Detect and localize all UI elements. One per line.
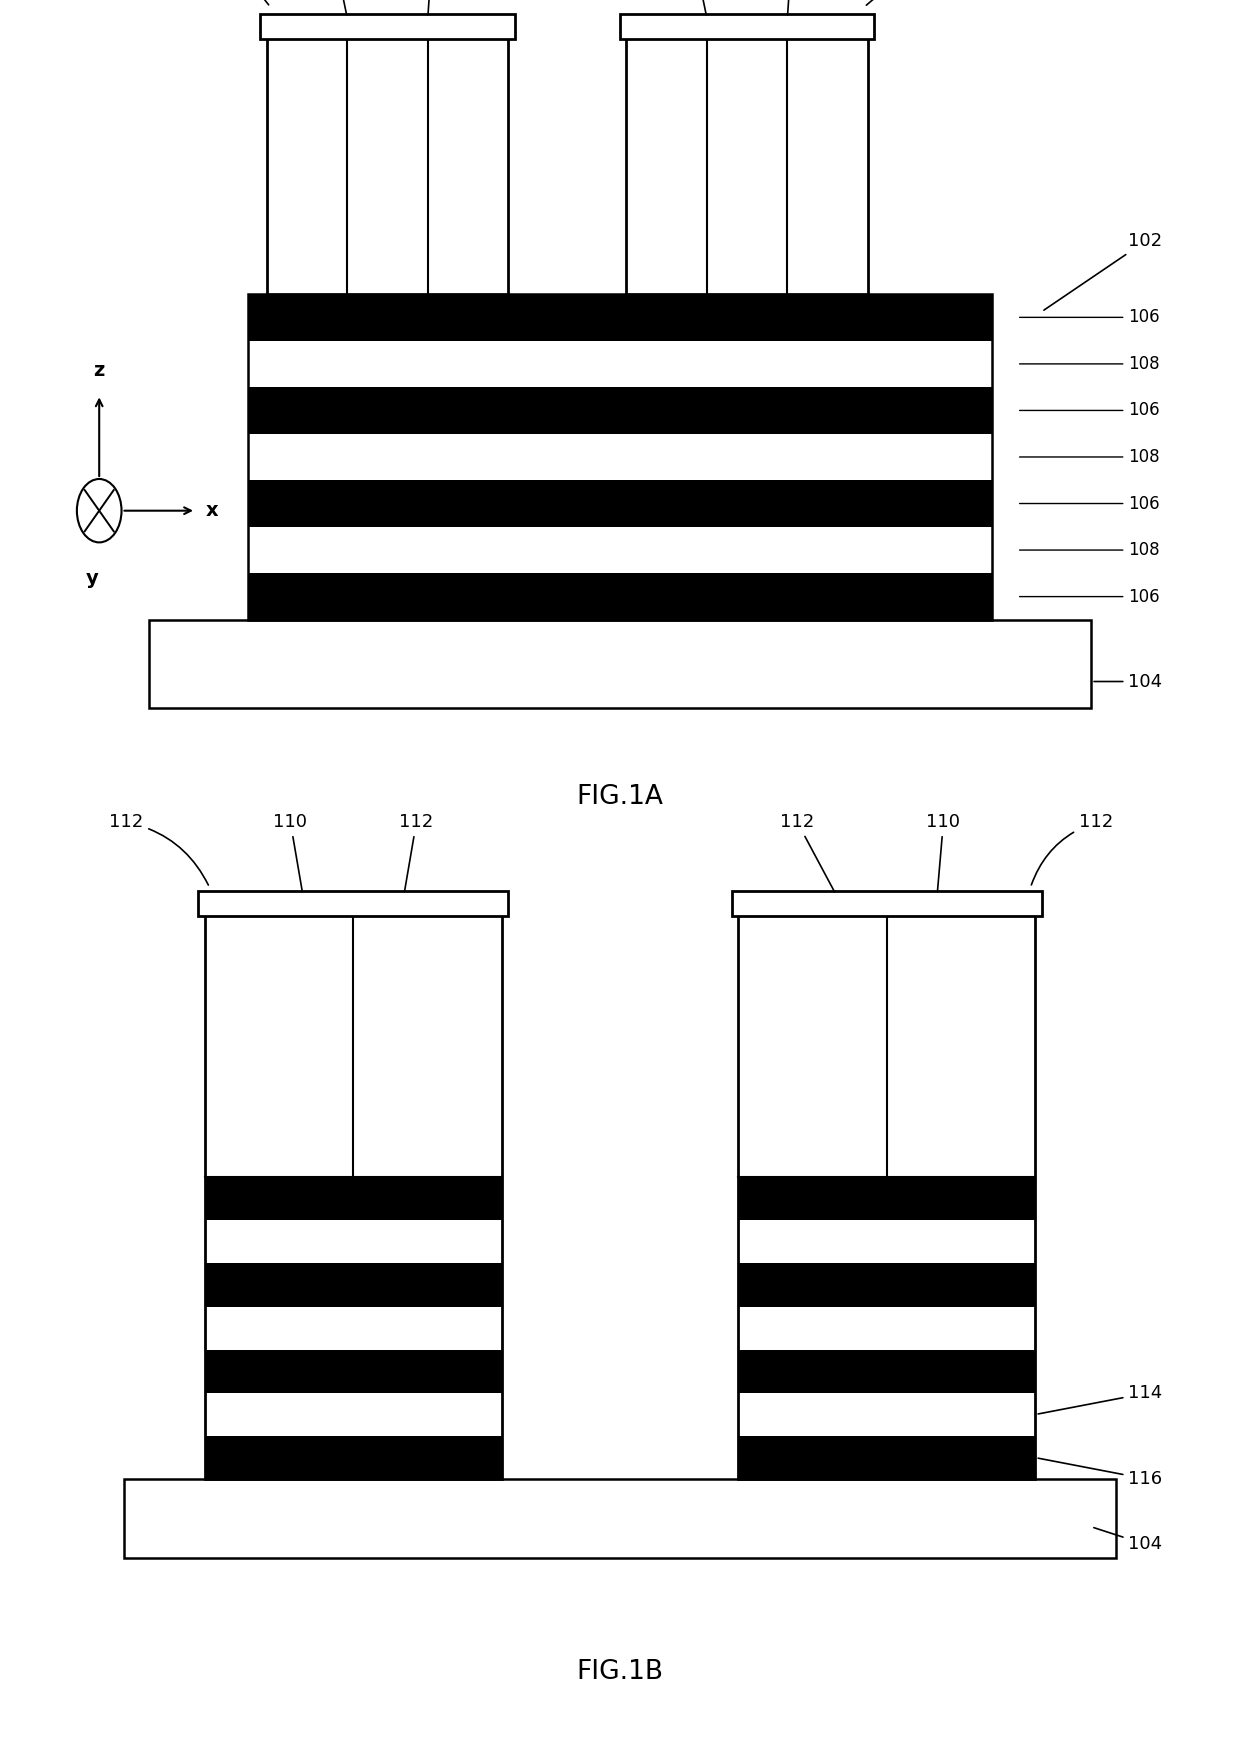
Bar <box>738 1435 1035 1479</box>
Text: 106: 106 <box>1019 495 1161 512</box>
Bar <box>248 340 992 387</box>
Text: 112: 112 <box>109 814 208 886</box>
Bar <box>248 387 992 433</box>
Text: 110: 110 <box>311 0 347 14</box>
Bar <box>149 620 1091 708</box>
Text: 106: 106 <box>1019 588 1161 606</box>
Text: 106: 106 <box>1019 402 1161 419</box>
Text: y: y <box>86 569 99 588</box>
Bar <box>205 1435 502 1479</box>
Bar <box>205 1176 502 1220</box>
Text: 106: 106 <box>1019 308 1161 326</box>
Bar <box>267 21 508 294</box>
Bar <box>248 433 992 481</box>
Text: 112: 112 <box>671 0 707 14</box>
Text: FIG.1A: FIG.1A <box>577 784 663 810</box>
Bar <box>260 14 515 39</box>
Text: 110: 110 <box>926 814 961 891</box>
Bar <box>248 294 992 620</box>
Text: FIG.1B: FIG.1B <box>577 1659 663 1685</box>
Bar <box>198 891 508 916</box>
Text: 116: 116 <box>1038 1458 1163 1488</box>
Bar <box>738 1263 1035 1307</box>
Text: 108: 108 <box>1019 541 1161 558</box>
Bar <box>205 1307 502 1349</box>
Text: 110: 110 <box>273 814 308 891</box>
Text: 104: 104 <box>1094 673 1163 690</box>
Text: 112: 112 <box>867 0 1101 5</box>
Bar <box>738 1349 1035 1393</box>
Bar <box>738 1393 1035 1435</box>
Bar <box>248 574 992 620</box>
Circle shape <box>77 479 122 542</box>
Text: 112: 112 <box>780 814 835 893</box>
Bar <box>626 21 868 294</box>
Bar <box>205 1393 502 1435</box>
Bar <box>248 481 992 527</box>
Text: 112: 112 <box>417 0 451 14</box>
Text: 108: 108 <box>1019 356 1161 373</box>
Text: 112: 112 <box>1032 814 1114 886</box>
Text: 104: 104 <box>1094 1527 1163 1553</box>
Bar <box>205 1263 502 1307</box>
Bar <box>738 1220 1035 1263</box>
Bar <box>205 1220 502 1263</box>
Text: 108: 108 <box>1019 447 1161 467</box>
Text: 114: 114 <box>1038 1384 1163 1414</box>
Bar <box>205 1349 502 1393</box>
Bar <box>738 898 1035 1479</box>
Bar <box>124 1479 1116 1558</box>
Text: 102: 102 <box>1044 232 1163 310</box>
Bar <box>248 294 992 340</box>
Text: 110: 110 <box>776 0 811 14</box>
Text: 112: 112 <box>399 814 434 891</box>
Bar <box>620 14 874 39</box>
Bar <box>205 898 502 1176</box>
Bar <box>738 898 1035 1176</box>
Text: 112: 112 <box>124 0 269 5</box>
Bar <box>248 527 992 574</box>
Bar <box>738 1307 1035 1349</box>
Bar <box>732 891 1042 916</box>
Text: z: z <box>93 361 105 380</box>
Bar <box>738 1176 1035 1220</box>
Text: x: x <box>206 502 218 519</box>
Bar <box>205 898 502 1479</box>
